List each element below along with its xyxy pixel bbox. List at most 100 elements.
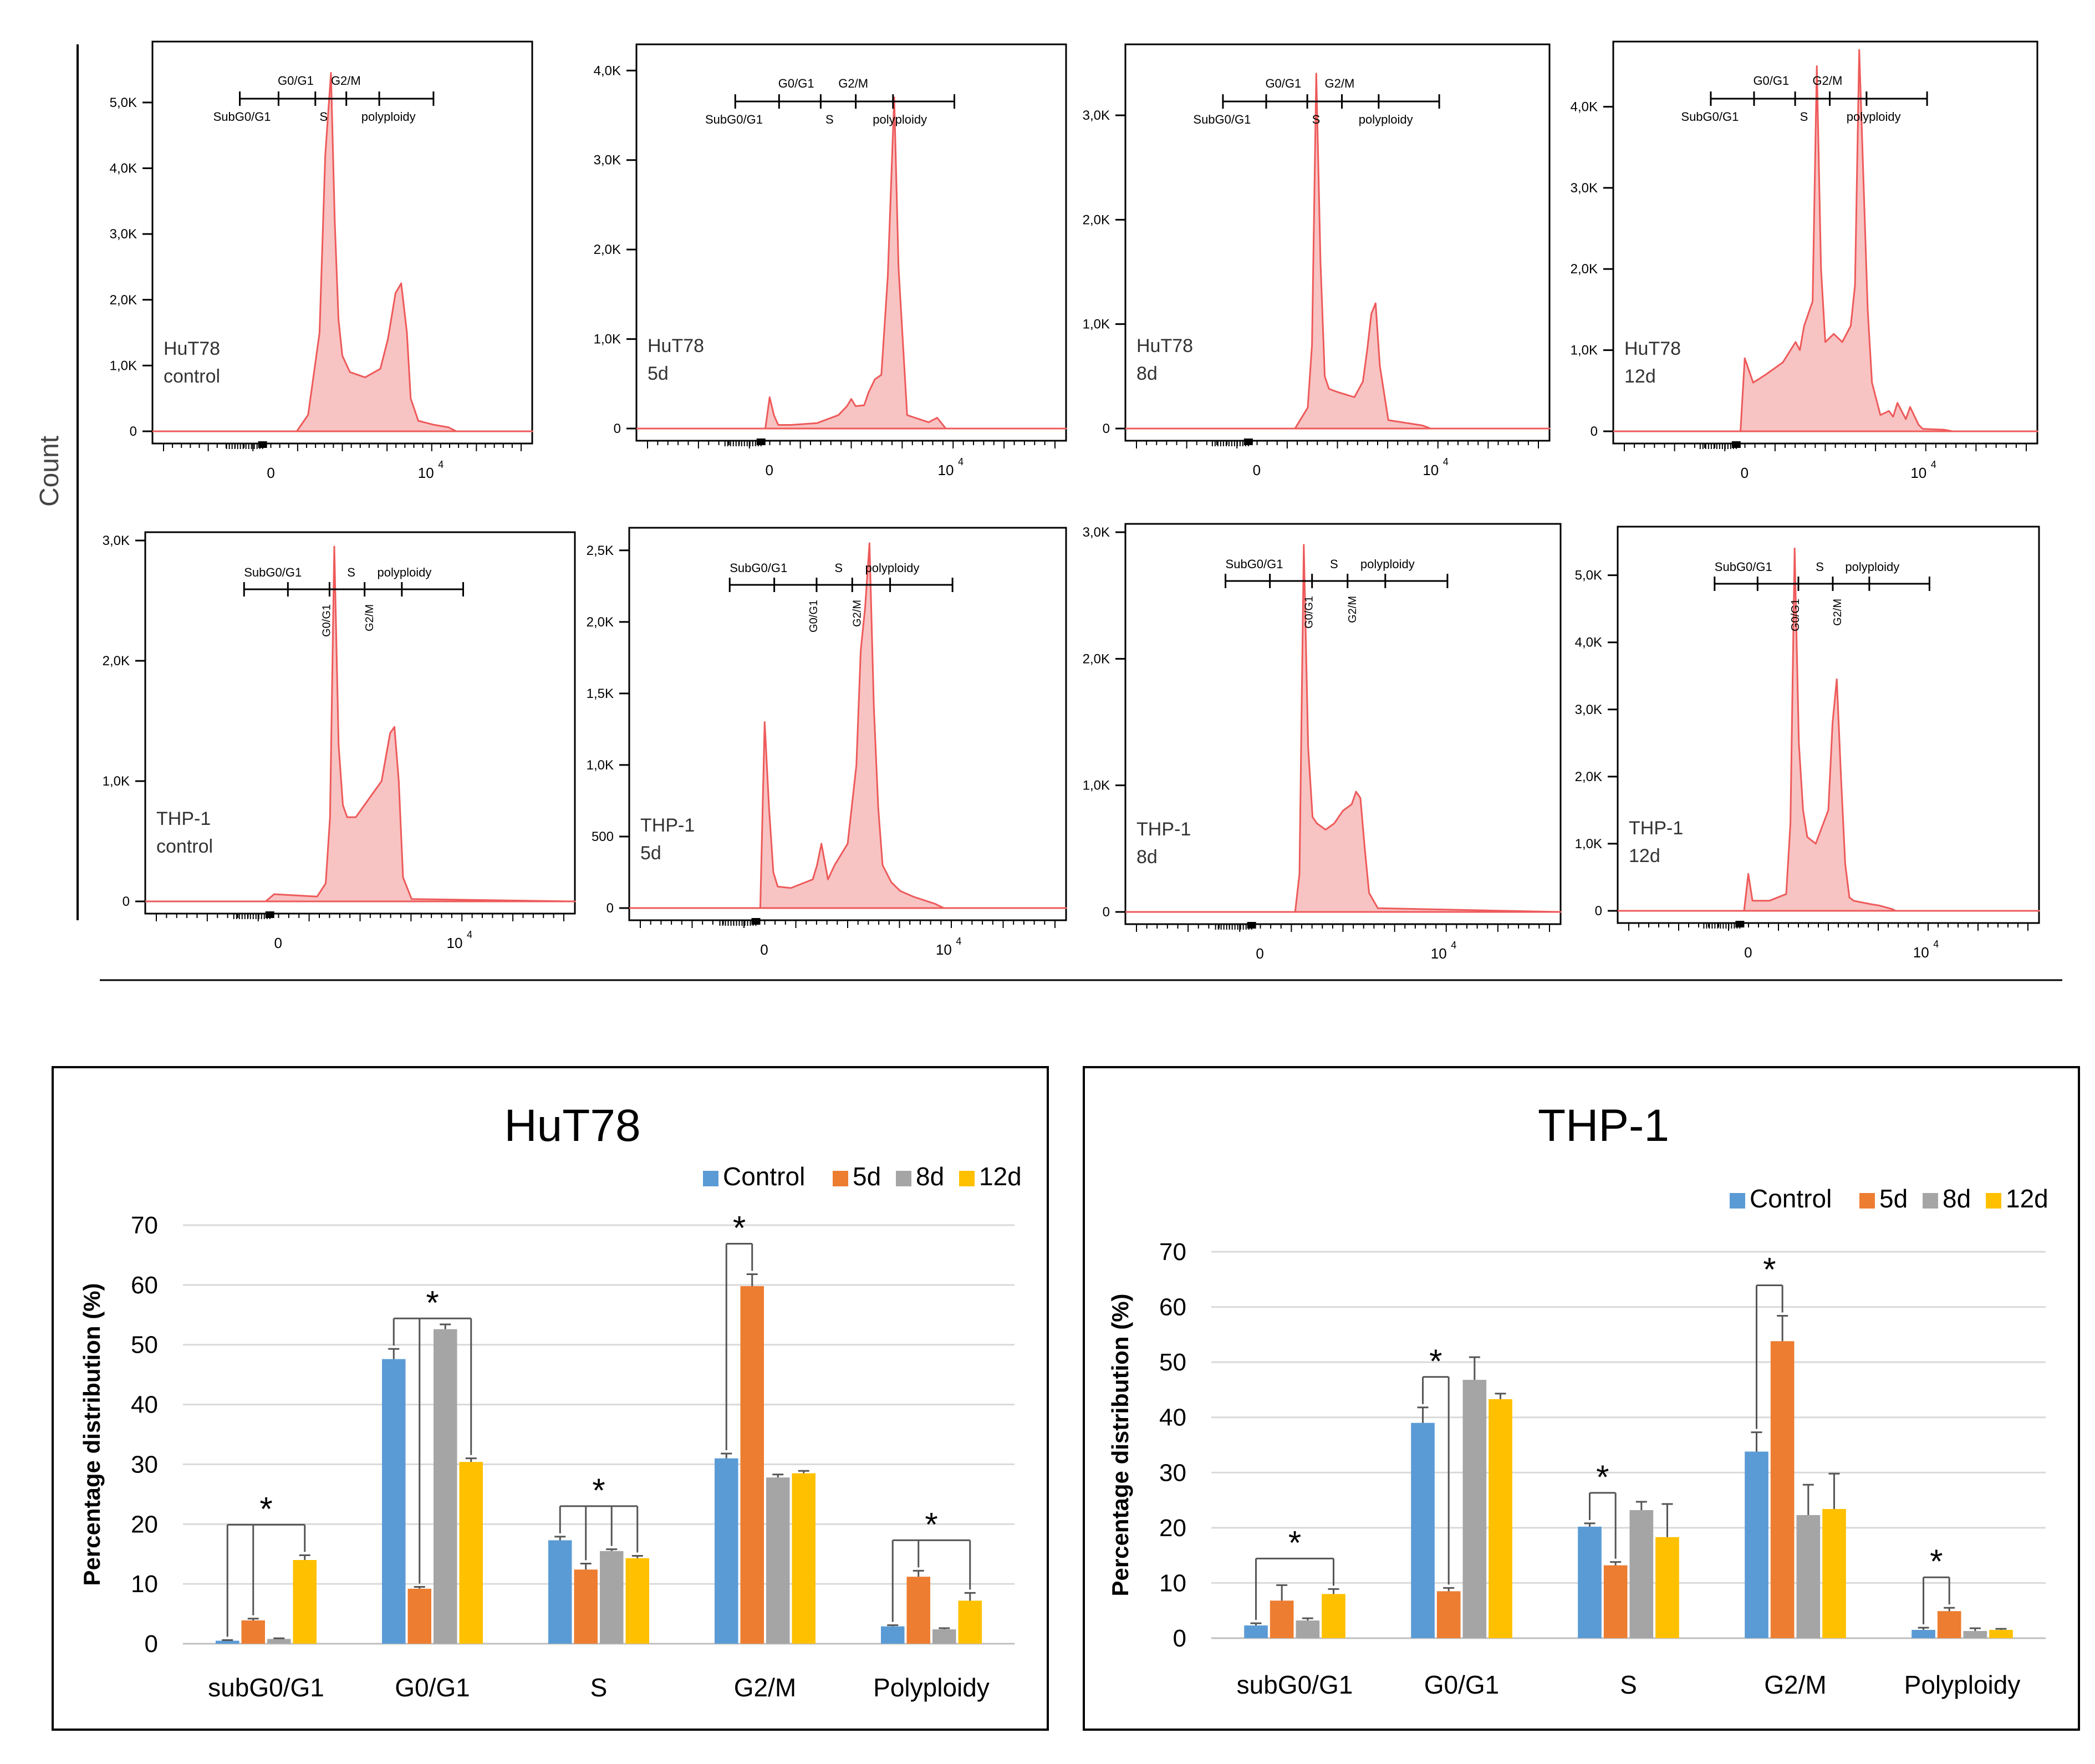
category-label: S: [1620, 1670, 1637, 1699]
y-tick-label: 70: [131, 1212, 158, 1239]
y-tick-label: 1,0K: [103, 774, 130, 789]
bar: [293, 1560, 317, 1644]
gate-label: S: [834, 561, 843, 575]
sample-label-line2: 12d: [1629, 845, 1660, 866]
y-tick-label: 3,0K: [103, 533, 130, 548]
histogram-area: [635, 96, 1067, 430]
significance-star: *: [925, 1506, 937, 1543]
y-tick-label: 0: [1595, 904, 1602, 919]
y-tick-label: 2,5K: [587, 543, 614, 558]
bar: [1989, 1630, 2013, 1638]
bar: [1629, 1510, 1654, 1638]
gate-label: S: [1800, 110, 1808, 124]
bar: [1578, 1526, 1602, 1638]
x-tick-label: 10: [1913, 944, 1929, 961]
histogram-grid: 0 1,0K 2,0K 3,0K 4,0K 5,0K 0 10 4 HuT78 control G0/…: [103, 40, 2040, 962]
bar: [1963, 1631, 1987, 1638]
y-tick-label: 3,0K: [1083, 108, 1110, 123]
bar: [766, 1477, 790, 1644]
bar: [1270, 1600, 1294, 1638]
y-tick-label: 0: [614, 421, 621, 436]
gate-label: SubG0/G1: [1715, 560, 1772, 574]
hist-hut78-5d: 0 1,0K 2,0K 3,0K 4,0K 0 10 4 HuT78 5d G0/G1 G2/M Sub…: [594, 43, 1067, 478]
y-tick-label: 60: [1159, 1294, 1186, 1321]
x-tick-label: 10: [938, 462, 954, 478]
sample-label-line1: HuT78: [1624, 338, 1681, 359]
zero-marker: [756, 439, 766, 445]
zero-marker: [751, 918, 761, 925]
gate-label: S: [319, 110, 328, 124]
category-label: subG0/G1: [208, 1673, 324, 1702]
gate-label: G0/G1: [1265, 77, 1301, 90]
gate-label: G2/M: [364, 604, 376, 631]
significance-star: *: [1930, 1543, 1943, 1580]
y-tick-label: 2,0K: [594, 242, 621, 257]
y-tick-label: 1,0K: [1575, 837, 1602, 852]
y-tick-label: 0: [130, 424, 137, 439]
legend-swatch: [703, 1171, 718, 1186]
y-tick-label: 0: [1173, 1625, 1186, 1652]
y-tick-label: 1,0K: [110, 358, 137, 373]
x-tick-label: 10: [936, 941, 952, 958]
significance-star: *: [1596, 1459, 1609, 1496]
category-label: G2/M: [734, 1673, 796, 1702]
y-tick-label: 1,0K: [1571, 343, 1598, 358]
category-label: S: [590, 1673, 608, 1702]
gate-label: S: [1312, 113, 1321, 126]
x-tick-exponent: 4: [438, 459, 444, 470]
sample-label-line2: 5d: [648, 363, 669, 384]
bar: [932, 1629, 956, 1644]
x-tick-label: 0: [267, 465, 274, 481]
significance-star: *: [1429, 1343, 1442, 1380]
chart-title: THP-1: [1538, 1100, 1669, 1151]
legend-swatch: [896, 1171, 911, 1186]
sample-label-line1: THP-1: [640, 815, 695, 836]
y-tick-label: 2,0K: [587, 615, 614, 630]
y-tick-label: 0: [1103, 421, 1110, 436]
bar: [1462, 1380, 1487, 1638]
bar: [574, 1569, 598, 1644]
category-label: subG0/G1: [1237, 1670, 1353, 1699]
histogram-area: [144, 545, 576, 903]
bar: [1296, 1620, 1320, 1638]
gate-label: polyploidy: [1359, 113, 1413, 126]
bar: [715, 1458, 738, 1644]
gate-label: polyploidy: [1847, 110, 1901, 124]
y-tick-label: 10: [131, 1571, 158, 1598]
y-tick-label: 5,0K: [1575, 568, 1602, 583]
y-tick-label: 4,0K: [594, 63, 621, 78]
y-tick-label: 1,0K: [587, 758, 614, 773]
sample-label-line2: 8d: [1136, 847, 1158, 868]
y-tick-label: 0: [1103, 905, 1110, 920]
zero-marker: [1731, 441, 1741, 448]
sample-label-line1: HuT78: [164, 338, 220, 359]
y-tick-label: 4,0K: [110, 161, 137, 176]
significance-star: *: [259, 1490, 272, 1527]
gate-label: SubG0/G1: [244, 565, 302, 579]
significance-star: *: [1763, 1251, 1776, 1288]
y-tick-label: 2,0K: [1571, 262, 1598, 277]
zero-marker: [265, 911, 274, 918]
gate-label: G2/M: [838, 77, 868, 90]
chart-title: HuT78: [504, 1100, 640, 1151]
gate-label: S: [825, 113, 834, 126]
x-tick-exponent: 4: [1443, 456, 1449, 467]
bar: [740, 1286, 764, 1644]
sample-label-line2: control: [164, 366, 220, 387]
y-tick-label: 30: [131, 1451, 158, 1478]
bar: [1655, 1537, 1679, 1638]
gate-label: S: [1330, 557, 1338, 571]
gate-label: S: [1816, 560, 1824, 574]
bar: [1770, 1341, 1795, 1638]
y-tick-label: 10: [1159, 1569, 1186, 1597]
bar: [1745, 1451, 1768, 1638]
x-tick-label: 10: [447, 935, 463, 951]
y-tick-label: 20: [131, 1511, 158, 1538]
histogram-area: [1612, 49, 2038, 432]
gate-label: SubG0/G1: [1193, 113, 1251, 126]
bar: [1489, 1399, 1512, 1638]
y-tick-label: 1,5K: [587, 686, 614, 701]
y-axis-label: Percentage distribution (%): [79, 1283, 105, 1585]
hist-hut78-12d: 0 1,0K 2,0K 3,0K 4,0K 0 10 4 HuT78 12d G0/G1 G2/M Su…: [1571, 40, 2038, 481]
